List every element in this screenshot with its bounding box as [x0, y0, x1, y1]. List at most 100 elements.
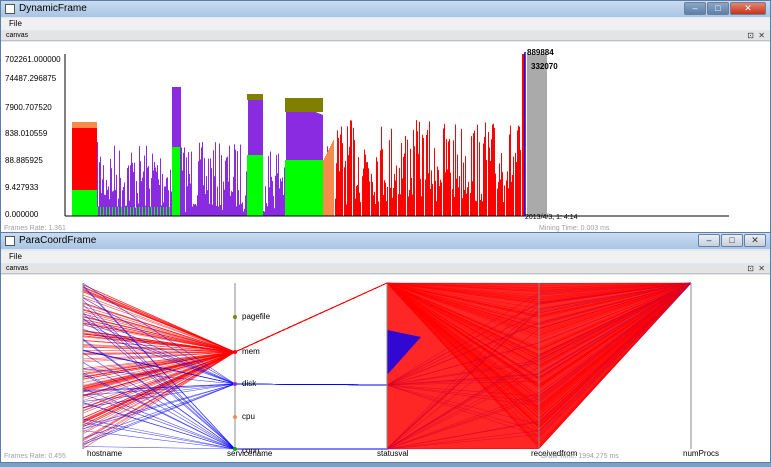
- series-bar: [294, 103, 295, 216]
- series-bar: [466, 193, 467, 216]
- series-bar: [424, 200, 425, 216]
- series-bar: [72, 126, 97, 190]
- canvas-header: canvas ⊡ ✕: [1, 264, 770, 274]
- dynamic-frame-window: DynamicFrame ‒ □ ✕ File canvas ⊡ ✕ 70226…: [0, 0, 771, 236]
- series-bar: [223, 181, 224, 216]
- window-controls: ‒ □ ✕: [698, 234, 766, 248]
- y-tick-label: 838.010559: [5, 129, 48, 138]
- service-dot[interactable]: [233, 447, 237, 451]
- series-bar: [183, 152, 184, 216]
- series-bar: [116, 174, 117, 216]
- title-bar[interactable]: DynamicFrame ‒ □ ✕: [1, 1, 770, 17]
- series-bar: [399, 167, 400, 216]
- series-bar: [494, 127, 495, 216]
- series-bar: [162, 174, 163, 216]
- series-bar: [485, 122, 486, 216]
- series-bar: [463, 162, 464, 216]
- close-button[interactable]: ✕: [744, 234, 766, 247]
- series-bar: [127, 207, 128, 216]
- canvas-close-button[interactable]: ✕: [758, 264, 765, 273]
- series-bar: [271, 176, 272, 216]
- series-bar: [327, 152, 328, 216]
- series-bar: [277, 173, 278, 216]
- series-bar: [263, 210, 264, 216]
- maximize-button[interactable]: □: [721, 234, 743, 247]
- series-bar: [153, 170, 154, 216]
- series-bar: [498, 181, 499, 216]
- window-controls: ‒ □ ✕: [684, 2, 766, 16]
- series-bar: [516, 162, 517, 216]
- series-bar: [280, 178, 281, 216]
- series-bar: [190, 183, 191, 216]
- series-bar: [218, 206, 219, 216]
- series-bar: [140, 161, 141, 216]
- y-tick-label: 7900.707520: [5, 103, 52, 112]
- series-bar: [413, 129, 414, 216]
- series-bar: [186, 157, 187, 216]
- series-bar: [217, 186, 218, 216]
- series-bar: [509, 134, 510, 216]
- series-bar: [72, 122, 97, 128]
- series-bar: [136, 207, 137, 216]
- series-bar: [270, 151, 271, 216]
- series-bar: [335, 198, 336, 216]
- canvas-restore-button[interactable]: ⊡: [747, 31, 754, 40]
- service-dot[interactable]: [233, 382, 237, 386]
- series-bar: [154, 207, 155, 216]
- series-bar: [464, 189, 465, 216]
- series-bar: [204, 158, 205, 216]
- series-bar: [343, 174, 344, 216]
- service-dot[interactable]: [233, 415, 237, 419]
- series-bar: [326, 154, 327, 216]
- series-bar: [510, 125, 511, 216]
- series-bar: [333, 140, 334, 216]
- series-bar: [527, 54, 547, 216]
- series-bar: [489, 147, 490, 216]
- series-bar: [438, 169, 439, 216]
- series-bar: [131, 152, 132, 216]
- series-bar: [150, 206, 151, 216]
- series-bar: [167, 177, 168, 216]
- series-bar: [138, 203, 139, 216]
- axis-label-receivedfrom: receivedfrom: [531, 449, 578, 458]
- series-bar: [207, 190, 208, 216]
- canvas-restore-button[interactable]: ⊡: [747, 264, 754, 273]
- series-bar: [352, 155, 353, 216]
- maximize-button[interactable]: □: [707, 2, 729, 15]
- series-bar: [522, 54, 525, 216]
- series-bar: [340, 134, 341, 216]
- canvas-close-button[interactable]: ✕: [758, 31, 765, 40]
- series-bar: [334, 132, 335, 216]
- series-bar: [117, 206, 118, 216]
- series-bar: [388, 137, 389, 216]
- series-bar: [154, 161, 155, 216]
- service-dot[interactable]: [233, 350, 237, 354]
- close-button[interactable]: ✕: [730, 2, 766, 15]
- series-bar: [383, 195, 384, 216]
- series-bar: [247, 155, 263, 216]
- series-bar: [475, 200, 476, 216]
- series-bar: [101, 193, 102, 216]
- series-bar: [142, 177, 143, 216]
- title-bar[interactable]: ParaCoordFrame ‒ □ ✕: [1, 233, 770, 249]
- series-bar: [482, 201, 483, 216]
- callout-value: 889884: [527, 48, 554, 57]
- series-bar: [209, 203, 210, 216]
- service-dot[interactable]: [233, 315, 237, 319]
- series-bar: [381, 126, 382, 216]
- series-bar: [133, 207, 134, 216]
- series-bar: [406, 170, 407, 216]
- series-bar: [492, 124, 493, 216]
- series-bar: [201, 147, 202, 216]
- menu-file[interactable]: File: [9, 19, 22, 28]
- series-bar: [122, 190, 123, 216]
- series-bar: [109, 207, 110, 216]
- app-icon: [5, 4, 15, 14]
- minimize-button[interactable]: ‒: [684, 2, 706, 15]
- menu-file[interactable]: File: [9, 252, 22, 261]
- series-bar: [481, 193, 482, 216]
- minimize-button[interactable]: ‒: [698, 234, 720, 247]
- series-bar: [198, 161, 199, 216]
- parallel-coordinates-plot: hostname servicename statusval receivedf…: [82, 282, 719, 458]
- series-bar: [268, 155, 269, 216]
